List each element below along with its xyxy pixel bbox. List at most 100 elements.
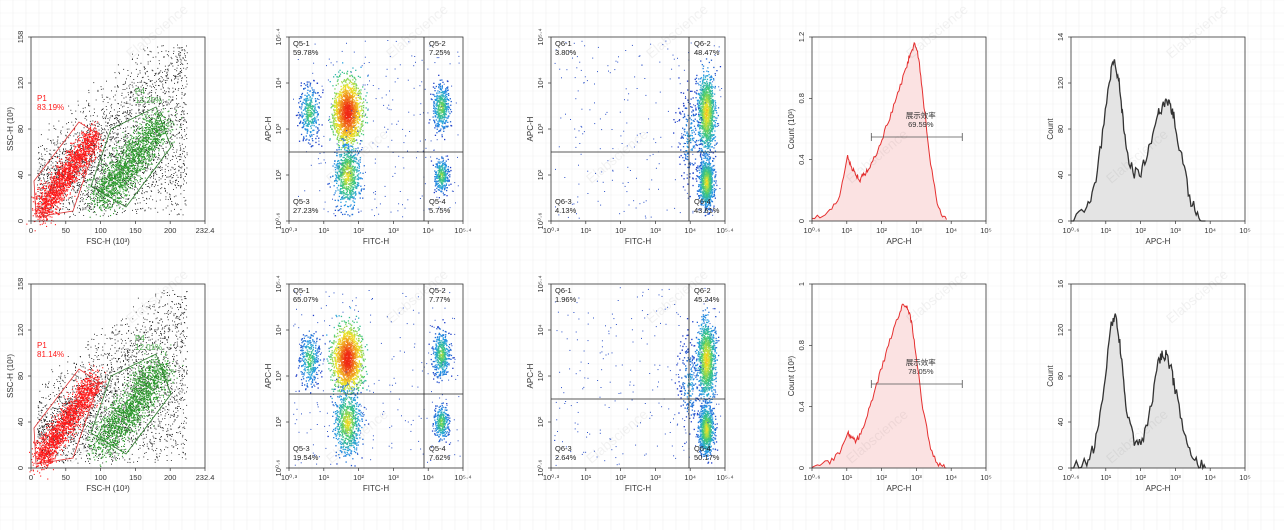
scatter-point	[45, 192, 47, 194]
scatter-point	[96, 179, 98, 181]
scatter-point	[82, 159, 83, 161]
scatter-point	[72, 163, 74, 165]
scatter-point	[131, 81, 133, 83]
scatter-point	[158, 120, 160, 122]
scatter-point	[66, 182, 68, 184]
scatter-point	[184, 203, 186, 205]
scatter-point	[82, 160, 84, 162]
scatter-point	[83, 173, 85, 175]
scatter-point	[90, 133, 92, 135]
scatter-point	[46, 202, 48, 204]
scatter-point	[173, 75, 175, 76]
scatter-point	[88, 146, 90, 148]
scatter-point	[71, 189, 72, 191]
scatter-point	[153, 159, 155, 161]
scatter-point	[50, 189, 52, 191]
scatter-point	[112, 204, 113, 206]
scatter-point	[111, 115, 113, 116]
scatter-point	[41, 208, 43, 209]
scatter-point	[122, 204, 124, 205]
scatter-point	[186, 182, 187, 184]
scatter-point	[83, 208, 85, 210]
scatter-point	[135, 131, 137, 133]
scatter-point	[78, 162, 80, 164]
scatter-point	[95, 186, 97, 188]
scatter-point	[185, 56, 186, 58]
scatter-point	[78, 138, 80, 140]
scatter-point	[96, 203, 98, 205]
scatter-point	[68, 105, 70, 107]
scatter-point	[111, 116, 113, 117]
scatter-point	[110, 155, 112, 157]
scatter-point	[77, 145, 79, 147]
scatter-point	[46, 196, 48, 198]
scatter-point	[167, 205, 169, 207]
scatter-point	[155, 171, 157, 173]
scatter-point	[66, 185, 68, 187]
scatter-point	[60, 133, 62, 135]
scatter-point	[83, 133, 85, 135]
scatter-point	[41, 202, 43, 204]
scatter-point	[70, 178, 72, 180]
scatter-point	[123, 83, 125, 85]
scatter-point	[172, 65, 174, 67]
scatter-point	[168, 116, 170, 118]
scatter-point	[178, 73, 179, 75]
scatter-point	[62, 199, 64, 201]
scatter-point	[95, 214, 97, 216]
scatter-point	[74, 174, 76, 176]
scatter-point	[55, 164, 56, 166]
scatter-point	[141, 178, 143, 180]
scatter-point	[84, 140, 86, 142]
scatter-point	[145, 88, 147, 89]
scatter-point	[124, 89, 126, 90]
scatter-point	[114, 176, 115, 177]
scatter-point	[75, 168, 77, 170]
scatter-point	[49, 190, 51, 192]
scatter-point	[125, 139, 127, 141]
scatter-point	[45, 185, 47, 187]
scatter-point	[141, 178, 143, 180]
scatter-point	[42, 200, 44, 202]
scatter-point	[121, 95, 123, 96]
scatter-point	[55, 181, 57, 183]
scatter-point	[130, 96, 132, 98]
scatter-point	[102, 116, 104, 118]
scatter-point	[51, 212, 53, 214]
scatter-point	[86, 163, 88, 165]
scatter-point	[110, 140, 112, 142]
scatter-point	[137, 88, 139, 90]
scatter-point	[173, 169, 175, 170]
scatter-point	[115, 153, 117, 155]
scatter-point	[112, 167, 114, 169]
scatter-point	[152, 131, 154, 133]
scatter-point	[144, 114, 146, 116]
scatter-point	[43, 217, 45, 219]
scatter-point	[90, 115, 92, 117]
scatter-point	[174, 82, 175, 84]
scatter-point	[38, 202, 40, 204]
scatter-point	[60, 188, 62, 190]
scatter-point	[79, 184, 81, 186]
scatter-point	[172, 155, 173, 157]
scatter-point	[104, 172, 106, 174]
scatter-point	[158, 179, 160, 181]
scatter-point	[71, 143, 73, 145]
scatter-point	[137, 170, 139, 172]
scatter-point	[180, 172, 182, 174]
scatter-point	[161, 80, 163, 82]
scatter-point	[132, 169, 134, 171]
scatter-point	[49, 195, 51, 197]
scatter-point	[100, 138, 102, 139]
scatter-point	[79, 137, 81, 138]
scatter-point	[60, 172, 62, 174]
scatter-point	[141, 98, 143, 99]
scatter-point	[145, 89, 146, 91]
scatter-point	[121, 146, 123, 148]
scatter-point	[75, 198, 77, 200]
scatter-point	[111, 206, 113, 208]
scatter-point	[137, 153, 139, 155]
scatter-point	[76, 165, 78, 167]
scatter-point	[180, 176, 182, 178]
scatter-point	[52, 166, 54, 168]
